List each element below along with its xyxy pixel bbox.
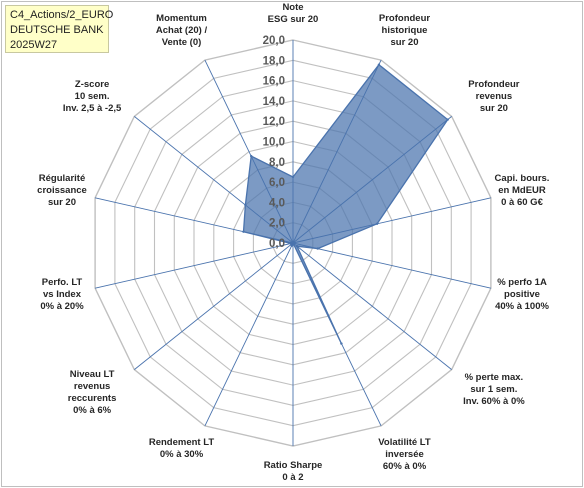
- tick-label: 18,0: [263, 55, 285, 67]
- tick-label: 4,0: [269, 197, 285, 209]
- axis-label-line: 40% à 100%: [495, 301, 549, 313]
- axis-label-1: Note ESG sur 20: [233, 2, 353, 26]
- axis-label-line: Niveau LT: [69, 369, 115, 381]
- axis-label-line: 0 à 60 G€: [501, 196, 543, 208]
- axis-label-8: Ratio Sharpe 0 à 2: [233, 460, 353, 484]
- axis-label-14: Momentum Achat (20) / Vente (0): [122, 13, 242, 49]
- axis-label-line: Momentum: [156, 13, 207, 25]
- axis-label-line: Volatilité LT: [378, 436, 431, 448]
- data-point-4: [375, 222, 379, 225]
- axis-label-7: Volatilité LT inversée 60% à 0%: [345, 437, 465, 473]
- axis-label-11: Perfo. LT vs Index 0% à 20%: [2, 277, 122, 313]
- tick-label: 6,0: [269, 177, 285, 189]
- axis-label-line: 0% à 30%: [159, 449, 204, 461]
- tick-layer: 0,0 2,0 4,0 6,0 8,0 10,0 12,0 14,0 16,0 18,0 20,0: [263, 35, 285, 250]
- data-point-2: [377, 63, 381, 66]
- axis-label-line: sur 20: [48, 196, 76, 208]
- axis-label-line: Vente (0): [161, 37, 202, 49]
- data-point-7: [340, 342, 343, 345]
- header-line-company: DEUTSCHE BANK: [10, 24, 104, 36]
- axis-label-line: Note: [282, 2, 304, 13]
- axis-label-13: Z-score 10 sem. Inv. 2,5 à -2,5: [32, 79, 152, 115]
- axis-spoke-11: [94, 242, 294, 289]
- data-point-6: [295, 245, 299, 248]
- axis-label-line: inversée: [385, 448, 424, 460]
- tick-label: 14,0: [263, 96, 285, 108]
- tick-label: 20,0: [263, 35, 285, 47]
- axis-label-line: Profondeur: [468, 78, 520, 90]
- chart-header-box: C4_Actions/2_EURO DEUTSCHE BANK 2025W27: [5, 5, 114, 53]
- series-layer: [242, 63, 449, 345]
- axis-label-line: Rendement LT: [148, 437, 215, 449]
- data-point-3: [446, 118, 449, 121]
- axis-label-line: Inv. 60% à 0%: [463, 395, 525, 407]
- data-point-11: [289, 242, 293, 245]
- axis-label-line: Inv. 2,5 à -2,5: [62, 102, 122, 114]
- axis-label-line: 0 à 2: [282, 472, 304, 483]
- axis-label-line: % perfo 1A: [497, 277, 547, 289]
- axis-label-line: positive: [504, 289, 540, 301]
- axis-label-line: vs Index: [42, 289, 82, 301]
- axis-label-12: Régularité croissance sur 20: [2, 173, 122, 209]
- axis-label-line: Profondeur: [378, 13, 431, 25]
- axis-label-line: sur 20: [390, 37, 419, 49]
- axis-label-6: % perte max. sur 1 sem. Inv. 60% à 0%: [434, 372, 554, 408]
- tick-label: 10,0: [263, 137, 285, 149]
- tick-label: 12,0: [263, 116, 285, 128]
- axis-label-line: sur 20: [479, 102, 508, 114]
- tick-label: 2,0: [269, 218, 285, 230]
- axis-label-4: Capi. bours. en MdEUR 0 à 60 G€: [462, 173, 582, 209]
- axis-label-line: historique: [381, 25, 428, 37]
- axis-spoke-6: [292, 242, 452, 370]
- axis-label-line: revenus: [73, 381, 111, 393]
- axis-label-line: 0% à 20%: [40, 301, 84, 313]
- axis-label-line: Régularité: [38, 172, 86, 184]
- data-point-12: [242, 230, 245, 233]
- axis-label-line: reccurents: [67, 393, 117, 405]
- header-line-week: 2025W27: [10, 39, 58, 51]
- tick-label: 0,0: [269, 238, 285, 250]
- data-point-14: [250, 154, 253, 158]
- axis-spoke-10: [134, 242, 294, 370]
- axis-label-line: revenus: [475, 90, 513, 102]
- axis-label-line: 0% à 6%: [73, 405, 112, 417]
- header-line-portfolio: C4_Actions/2_EURO: [10, 9, 114, 21]
- axis-label-line: Capi. bours.: [494, 172, 550, 184]
- axis-spoke-9: [204, 242, 294, 427]
- axis-label-2: Profondeur historique sur 20: [345, 13, 465, 49]
- axis-label-3: Profondeur revenus sur 20: [434, 79, 554, 115]
- axis-label-line: Perfo. LT: [41, 277, 83, 289]
- data-point-8: [291, 241, 295, 245]
- axis-label-line: en MdEUR: [498, 184, 546, 196]
- data-point-13: [244, 203, 247, 207]
- axis-spoke-5: [292, 242, 492, 289]
- axis-label-5: % perfo 1A positive 40% à 100%: [462, 277, 582, 313]
- data-point-1: [291, 175, 295, 179]
- axis-label-line: 10 sem.: [74, 90, 110, 102]
- axis-label-line: Z-score: [74, 78, 110, 90]
- tick-label: 8,0: [269, 157, 285, 169]
- axis-label-line: sur 1 sem.: [470, 383, 518, 395]
- axis-label-10: Niveau LT revenus reccurents 0% à 6%: [32, 369, 152, 417]
- axis-label-line: 60% à 0%: [382, 460, 427, 472]
- tick-label: 16,0: [263, 76, 285, 88]
- data-point-5: [316, 247, 319, 250]
- axis-label-9: Rendement LT 0% à 30%: [122, 437, 242, 461]
- axis-label-line: ESG sur 20: [267, 14, 319, 25]
- axis-label-line: Ratio Sharpe: [263, 460, 323, 471]
- axis-label-line: % perte max.: [464, 371, 524, 383]
- axis-label-line: Achat (20) /: [155, 25, 208, 37]
- axis-label-line: croissance: [37, 184, 87, 196]
